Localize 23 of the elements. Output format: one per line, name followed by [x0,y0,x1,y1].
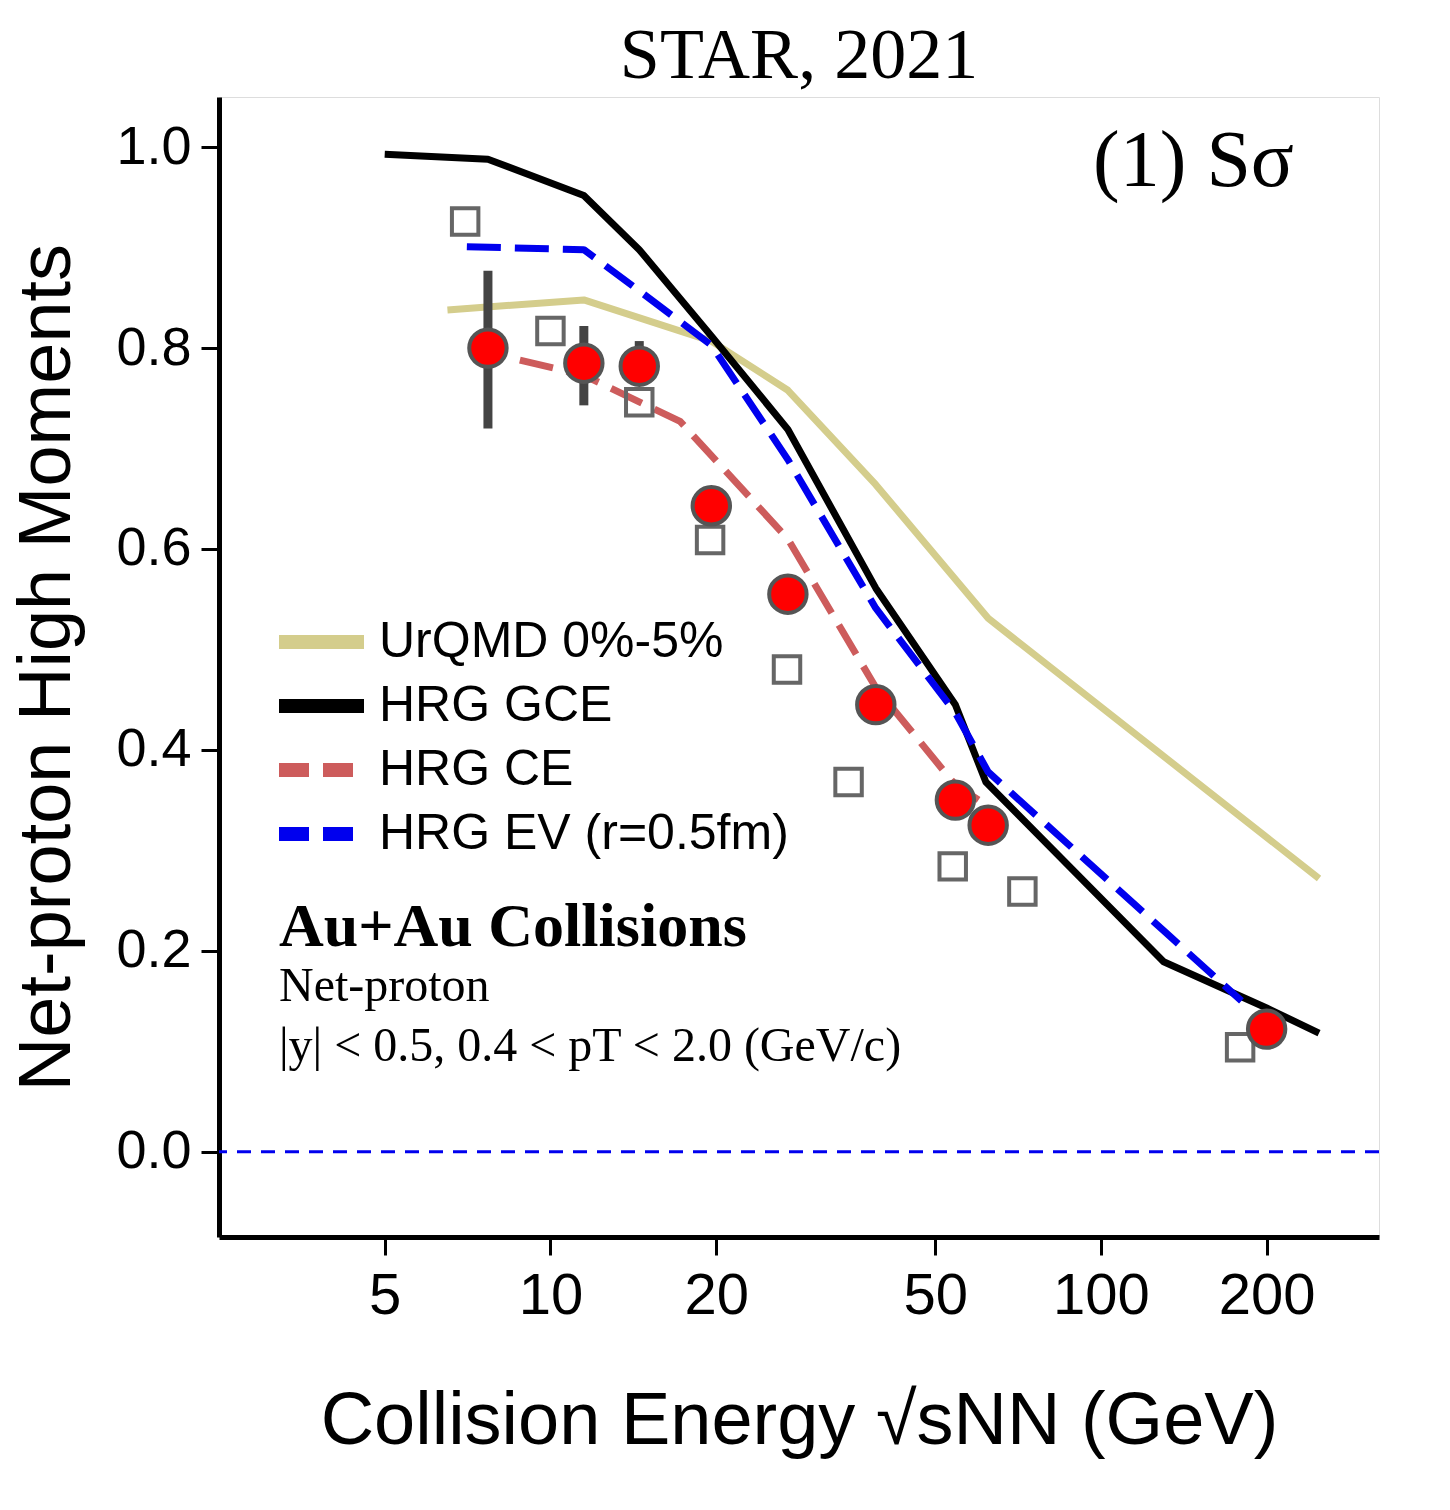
y-tick-label: 0.2 [116,918,192,979]
y-tick-label: 0.8 [116,315,192,376]
x-tick-label: 100 [1053,1260,1150,1326]
y-tick-label: 1.0 [116,114,192,175]
x-axis-title: Collision Energy √sNN (GeV) [320,1376,1279,1460]
legend-label: HRG CE [379,740,574,796]
legend-label: HRG EV (r=0.5fm) [379,804,789,860]
x-tick-label: 5 [369,1260,402,1326]
annotation: Net-proton [279,958,490,1011]
annotation: (1) Sσ [1093,115,1294,204]
x-tick-label: 200 [1218,1260,1316,1326]
y-tick-label: 0.4 [116,717,192,778]
x-tick-label: 50 [903,1260,968,1326]
y-tick-label: 0.0 [116,1119,192,1180]
legend-label: UrQMD 0%-5% [379,612,724,668]
chart-title: STAR, 2021 [619,14,979,94]
annotation: Au+Au Collisions [279,891,747,959]
x-tick-label: 10 [518,1260,584,1326]
y-axis-title: Net-proton High Moments [3,243,87,1092]
y-tick-label: 0.6 [116,516,192,577]
annotation: |y| < 0.5, 0.4 < pT < 2.0 (GeV/c) [279,1018,902,1072]
legend-label: HRG GCE [379,676,613,732]
x-tick-label: 20 [684,1260,749,1326]
